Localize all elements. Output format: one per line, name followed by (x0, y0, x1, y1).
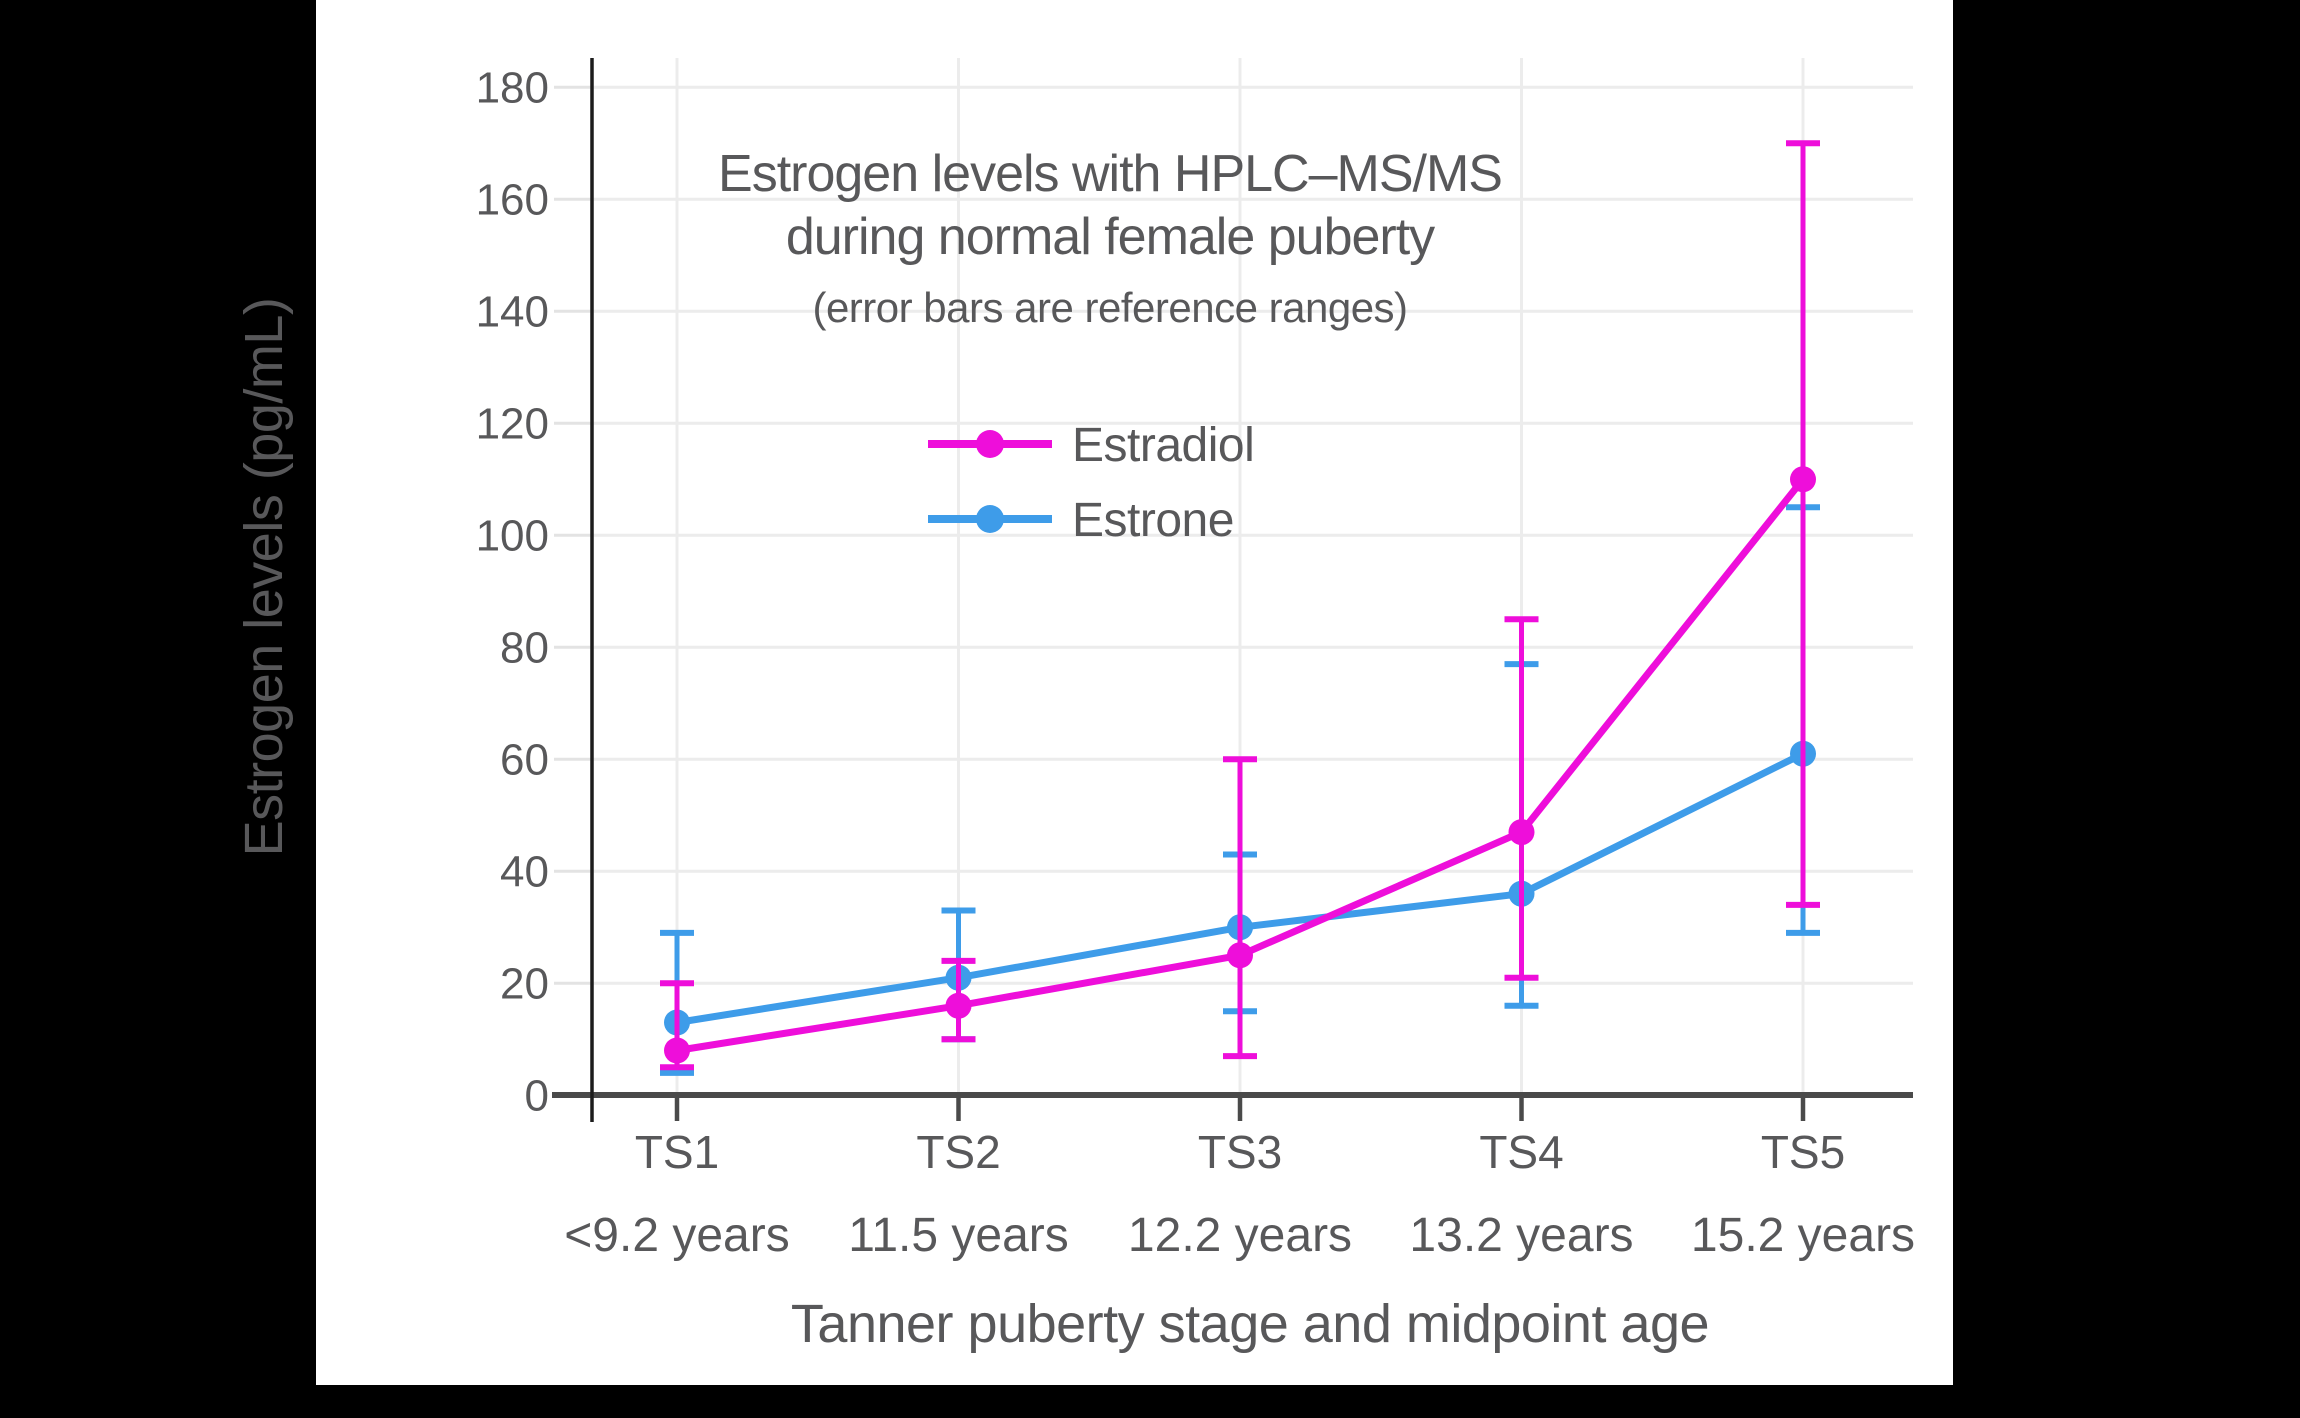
y-tick-label: 160 (476, 175, 549, 224)
x-tick-label: TS2 (916, 1126, 1000, 1178)
legend-item-estradiol: Estradiol (928, 419, 1255, 472)
y-tick-marks-group (554, 85, 591, 985)
x-age-label: 12.2 years (1128, 1209, 1352, 1262)
x-tick-label: TS3 (1198, 1126, 1282, 1178)
x-tick-marks-group (674, 1095, 1806, 1121)
chart-title-line1: Estrogen levels with HPLC–MS/MS (718, 145, 1502, 203)
chart-title-line2: during normal female puberty (786, 208, 1435, 266)
data-point-marker (664, 1037, 690, 1064)
data-point-marker (945, 992, 972, 1019)
y-tick-label: 20 (500, 959, 549, 1008)
legend: Estradiol Estrone (928, 419, 1255, 547)
x-age-label: 15.2 years (1691, 1209, 1915, 1262)
legend-marker-estrone (976, 505, 1004, 533)
y-tick-label: 120 (476, 399, 549, 448)
x-age-labels-group: <9.2 years 11.5 years 12.2 years 13.2 years… (564, 1209, 1915, 1262)
y-tick-label: 80 (500, 623, 549, 672)
y-tick-label: 40 (500, 847, 549, 896)
legend-label-estrone: Estrone (1072, 494, 1234, 547)
y-axis-title: Estrogen levels (pg/mL) (234, 298, 294, 857)
x-age-label: <9.2 years (564, 1209, 789, 1262)
y-tick-labels-group: 0 20 40 60 80 100 120 140 160 180 (476, 63, 549, 1120)
legend-label-estradiol: Estradiol (1072, 419, 1254, 472)
x-age-label: 11.5 years (848, 1209, 1069, 1262)
x-age-label: 13.2 years (1409, 1209, 1633, 1262)
legend-marker-estradiol (976, 430, 1004, 458)
x-tick-label: TS1 (635, 1126, 719, 1178)
x-tick-labels-group: TS1 TS2 TS3 TS4 TS5 (635, 1126, 1845, 1178)
series-group (660, 140, 1820, 1076)
data-point-marker (1790, 466, 1816, 493)
y-tick-label: 0 (525, 1071, 549, 1120)
data-point-marker (1508, 819, 1535, 846)
y-tick-label: 60 (500, 735, 549, 784)
y-tick-label: 140 (476, 287, 549, 336)
data-point-marker (1227, 942, 1253, 969)
figure-canvas (316, 0, 1953, 1385)
y-tick-label: 180 (476, 63, 549, 112)
x-axis-title: Tanner puberty stage and midpoint age (791, 1294, 1709, 1354)
x-tick-label: TS4 (1479, 1126, 1563, 1178)
series-estradiol (660, 140, 1820, 1071)
legend-item-estrone: Estrone (928, 494, 1234, 547)
y-tick-label: 100 (476, 511, 549, 560)
chart-subtitle: (error bars are reference ranges) (812, 284, 1407, 331)
x-tick-label: TS5 (1761, 1126, 1845, 1178)
